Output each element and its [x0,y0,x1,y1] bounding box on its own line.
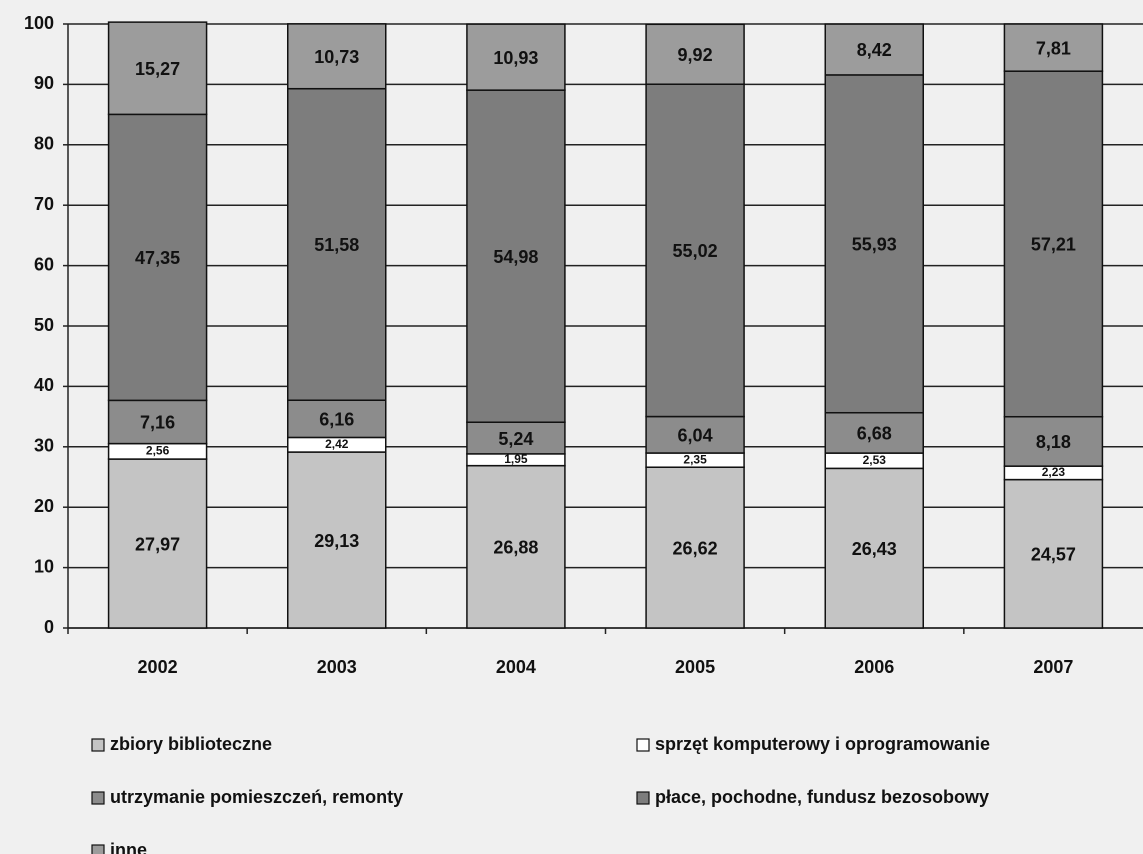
y-tick-label: 100 [24,13,54,33]
data-label: 5,24 [498,429,533,449]
y-tick-label: 10 [34,556,54,576]
bar-segment [287,23,387,90]
data-label: 10,73 [314,47,359,67]
bar-segment [1003,415,1104,467]
data-label: 26,62 [673,538,718,558]
legend-swatch [91,844,105,854]
y-tick-label: 70 [34,194,54,214]
legend-label: inne [110,840,147,854]
data-label: 47,35 [135,248,180,268]
y-tick-label: 60 [34,254,54,274]
data-label: 2,42 [325,437,349,451]
bar-segment [107,113,208,402]
data-label: 57,21 [1031,235,1076,255]
bar-segment [824,411,924,454]
data-label: 27,97 [135,534,180,554]
y-tick-label: 0 [44,617,54,637]
data-label: 8,42 [857,40,892,60]
data-label: 51,58 [314,235,359,255]
legend-swatch [636,738,650,752]
data-label: 2,53 [863,453,887,467]
bar-segment [287,451,387,629]
bar-segment [466,464,566,629]
x-tick-label: 2006 [854,657,894,677]
y-tick-label: 50 [34,315,54,335]
data-label: 8,18 [1036,432,1071,452]
y-tick-label: 80 [34,134,54,154]
y-tick-label: 20 [34,496,54,516]
bar-segment [824,467,924,629]
data-label: 6,16 [319,410,354,430]
bar-segment [1003,478,1104,629]
data-label: 6,04 [678,426,713,446]
bar-segment [645,466,745,629]
data-label: 1,95 [504,452,528,466]
data-label: 6,68 [857,424,892,444]
bar-segment [824,23,924,76]
data-label: 10,93 [493,48,538,68]
data-label: 2,35 [683,452,707,466]
legend-swatch [91,791,105,805]
data-label: 15,27 [135,59,180,79]
bar-segment [1003,23,1104,72]
data-label: 26,43 [852,539,897,559]
data-label: 26,88 [493,538,538,558]
data-label: 55,93 [852,235,897,255]
x-tick-label: 2004 [496,657,536,677]
legend-label: płace, pochodne, fundusz bezosobowy [655,787,989,807]
data-label: 2,23 [1042,465,1066,479]
y-tick-label: 40 [34,375,54,395]
legend-swatch [636,791,650,805]
x-tick-label: 2003 [317,657,357,677]
data-label: 7,81 [1036,38,1071,58]
data-label: 29,13 [314,531,359,551]
bar-segment [107,21,208,116]
legend-label: sprzęt komputerowy i oprogramowanie [655,734,990,754]
y-tick-label: 30 [34,436,54,456]
data-label: 9,92 [678,45,713,65]
data-label: 7,16 [140,413,175,433]
bar-segment [287,87,387,401]
data-label: 2,56 [146,444,170,458]
data-label: 24,57 [1031,545,1076,565]
x-tick-label: 2005 [675,657,715,677]
legend-swatch [91,738,105,752]
data-label: 55,02 [673,241,718,261]
y-tick-label: 90 [34,73,54,93]
legend-label: zbiory biblioteczne [110,734,272,754]
bar-segment [107,399,208,445]
bar-segment [824,74,924,414]
bar-segment [466,23,566,91]
bar-segment [645,83,745,418]
bar-segment [645,23,745,85]
x-tick-label: 2002 [138,657,178,677]
bar-segment [1003,70,1104,418]
x-tick-label: 2007 [1033,657,1073,677]
legend-label: utrzymanie pomieszczeń, remonty [110,787,403,807]
data-label: 54,98 [493,247,538,267]
